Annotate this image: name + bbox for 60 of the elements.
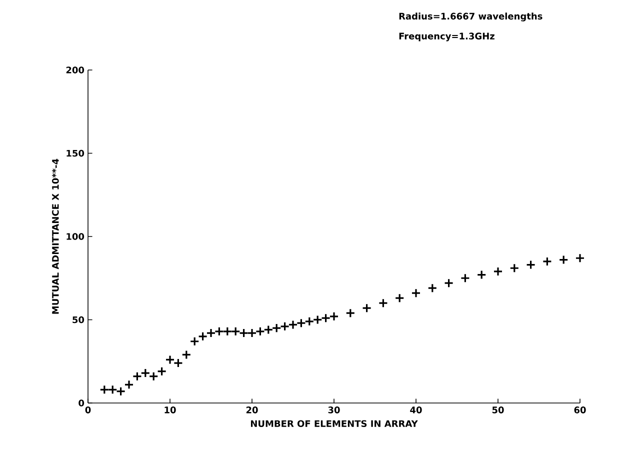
point [140,368,150,378]
point [378,298,388,308]
x-axis-title: NUMBER OF ELEMENTS IN ARRAY [250,420,418,427]
point [288,320,298,330]
point [182,350,192,360]
y-tick-label: 200 [66,66,84,74]
point [157,366,167,376]
point [304,316,314,326]
x-tick-label: 20 [246,406,258,414]
point [206,328,216,338]
point [264,324,274,335]
point [428,283,438,293]
point [321,313,331,323]
point [165,354,175,364]
point [411,288,421,298]
point [526,260,536,270]
x-tick-label: 10 [164,406,176,414]
point [239,328,249,338]
y-tick-label: 150 [66,150,84,157]
point [362,303,372,313]
point [542,256,552,266]
point [108,384,118,394]
point [173,358,184,368]
point [280,322,290,332]
y-tick-label: 50 [72,316,84,324]
point [346,308,356,318]
point [296,318,306,328]
x-tick-label: 30 [328,406,340,414]
point [198,332,208,342]
x-tick-label: 40 [410,406,422,414]
point [116,386,126,396]
point [255,326,265,336]
x-tick-label: 0 [85,406,91,414]
point [476,270,486,280]
point [272,323,282,333]
point [312,314,322,325]
point [493,266,503,276]
point [247,328,257,338]
point [214,326,224,336]
y-tick-label: 100 [66,233,84,240]
text: Radius=1.6667 wavelengths [399,12,542,22]
point [222,326,232,336]
point [575,253,585,263]
point [558,254,568,265]
point [460,273,470,283]
text: Frequency=1.3GHz [399,32,494,42]
x-tick-label: 50 [492,406,504,414]
point [444,278,454,288]
point [329,312,339,322]
y-axis-title: MUTUAL ADMITTANCE X 10**-4 [52,158,59,314]
point [190,336,200,346]
point [124,380,134,390]
y-tick-label: 0 [78,400,84,406]
x-tick-label: 60 [574,406,586,414]
point [148,372,158,382]
point [132,372,142,382]
point [100,384,110,394]
point [394,293,404,303]
point [510,263,520,273]
point [230,326,240,336]
